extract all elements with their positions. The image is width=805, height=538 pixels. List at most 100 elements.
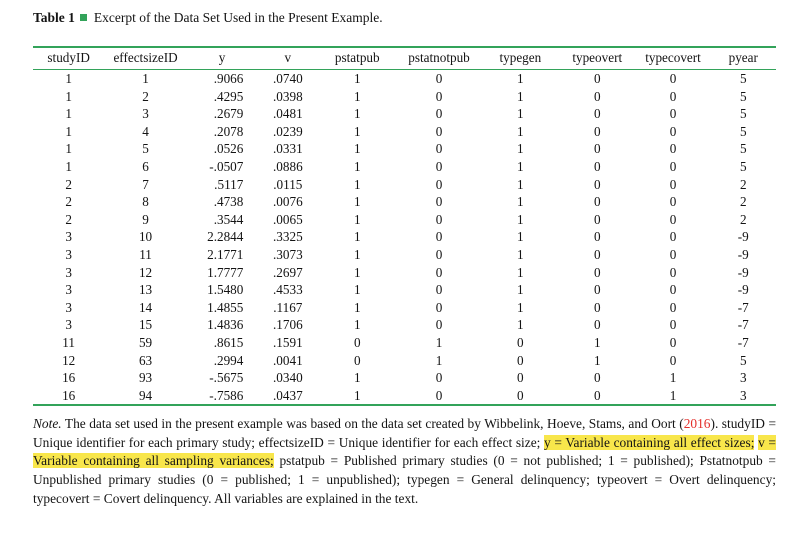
cell-pstatnotpub: 0 — [435, 282, 443, 298]
cell-typegen: 1 — [517, 141, 524, 157]
cell-typegen: 0 — [517, 352, 524, 368]
cell-studyid: 3 — [65, 264, 72, 280]
cell-pyear: 5 — [739, 88, 747, 104]
cell-y: 1.7777 — [207, 264, 244, 280]
cell-studyid: 12 — [62, 352, 76, 368]
cell-typegen: 1 — [517, 317, 524, 333]
table-caption-text: Excerpt of the Data Set Used in the Pres… — [93, 10, 383, 25]
cell-v: .0065 — [272, 211, 303, 227]
table-row: 1 5 .0526 .0331 1 0 1 0 0 5 — [33, 140, 776, 158]
note-text-3: pstatpub = Published primary studies (0 … — [33, 453, 776, 506]
cell-typegen: 0 — [517, 370, 524, 386]
cell-pstatpub: 1 — [353, 282, 361, 298]
cell-v: .1167 — [273, 299, 303, 315]
cell-effectsizeid: 14 — [138, 299, 153, 315]
cell-studyid: 1 — [65, 158, 72, 174]
table-row: 3 14 1.4855 .1167 1 0 1 0 0 -7 — [33, 299, 776, 317]
cell-v: .1706 — [272, 317, 303, 333]
cell-y: .0526 — [213, 141, 244, 157]
cell-typegen: 1 — [517, 158, 524, 174]
cell-v: .1591 — [272, 334, 303, 350]
cell-y: -.0507 — [209, 158, 244, 174]
cell-pstatpub: 1 — [353, 158, 361, 174]
cell-typeovert: 0 — [593, 264, 601, 280]
cell-v: .0340 — [272, 370, 303, 386]
cell-effectsizeid: 59 — [138, 334, 153, 350]
cell-typeovert: 1 — [593, 334, 601, 350]
cell-pstatnotpub: 1 — [435, 334, 443, 350]
table-note: Note. The data set used in the present e… — [33, 415, 776, 508]
column-header-y: y — [186, 47, 258, 70]
cell-typeovert: 0 — [593, 299, 601, 315]
cell-typecovert: 0 — [669, 158, 677, 174]
cell-typeovert: 0 — [593, 176, 601, 192]
cell-effectsizeid: 10 — [138, 229, 153, 245]
table-row: 2 8 .4738 .0076 1 0 1 0 0 2 — [33, 193, 776, 211]
cell-typegen: 0 — [517, 387, 524, 403]
cell-y: .9066 — [213, 71, 244, 86]
table-row: 12 63 .2994 .0041 0 1 0 1 0 5 — [33, 352, 776, 370]
table-row: 2 7 .5117 .0115 1 0 1 0 0 2 — [33, 176, 776, 194]
cell-studyid: 1 — [65, 123, 72, 139]
cell-v: .0331 — [272, 141, 303, 157]
column-header-studyid: studyID — [33, 47, 105, 70]
cell-studyid: 2 — [65, 176, 72, 192]
cell-pstatnotpub: 0 — [435, 299, 443, 315]
cell-typeovert: 0 — [593, 158, 601, 174]
cell-effectsizeid: 2 — [142, 88, 149, 104]
data-table: studyID effectsizeID y v pstatpub pstatnotpub… — [33, 46, 776, 407]
cell-effectsizeid: 1 — [142, 71, 149, 86]
cell-typegen: 1 — [517, 229, 524, 245]
cell-typecovert: 0 — [669, 211, 677, 227]
cell-studyid: 1 — [65, 88, 72, 104]
cell-pyear: -9 — [737, 229, 749, 245]
cell-typegen: 1 — [517, 88, 524, 104]
cell-typecovert: 0 — [669, 194, 677, 210]
cell-pyear: 5 — [739, 71, 747, 86]
table-row: 1 3 .2679 .0481 1 0 1 0 0 5 — [33, 105, 776, 123]
cell-pstatnotpub: 0 — [435, 123, 443, 139]
cell-typeovert: 0 — [593, 71, 601, 86]
cell-typecovert: 0 — [669, 123, 677, 139]
cell-v: .0740 — [272, 71, 303, 86]
cell-typecovert: 0 — [669, 176, 677, 192]
citation-year-link[interactable]: 2016 — [683, 416, 711, 432]
cell-pyear: 5 — [739, 106, 747, 122]
cell-pyear: -7 — [737, 317, 749, 333]
cell-typecovert: 0 — [669, 317, 677, 333]
cell-pstatnotpub: 0 — [435, 387, 443, 403]
cell-pstatnotpub: 0 — [435, 370, 443, 386]
table-row: 16 94 -.7586 .0437 1 0 0 0 1 3 — [33, 387, 776, 406]
cell-pstatpub: 1 — [353, 106, 361, 122]
cell-y: -.7586 — [209, 387, 244, 403]
cell-pstatnotpub: 0 — [435, 194, 443, 210]
table-body: 1 1.9066.0740 1 0 1 0 0 5 1 2.4295.0398 1 0 1 0 0 5 1 3.2… — [33, 70, 776, 406]
cell-typegen: 1 — [517, 194, 524, 210]
cell-effectsizeid: 8 — [142, 194, 149, 210]
cell-typecovert: 0 — [669, 141, 677, 157]
cell-v: .2697 — [272, 264, 303, 280]
cell-typegen: 1 — [517, 299, 524, 315]
cell-v: .0239 — [272, 123, 303, 139]
table-row: 11 59 .8615 .1591 0 1 0 1 0 -7 — [33, 334, 776, 352]
column-header-pstatpub: pstatpub — [318, 47, 397, 70]
cell-pstatpub: 1 — [353, 194, 361, 210]
cell-v: .0886 — [272, 158, 303, 174]
cell-pstatpub: 1 — [353, 123, 361, 139]
cell-typegen: 1 — [517, 282, 524, 298]
cell-v: .0398 — [272, 88, 303, 104]
cell-typecovert: 0 — [669, 106, 677, 122]
cell-pstatpub: 1 — [353, 176, 361, 192]
table-row: 1 6 -.0507 .0886 1 0 1 0 0 5 — [33, 158, 776, 176]
cell-pstatpub: 1 — [353, 387, 361, 403]
cell-typeovert: 0 — [593, 317, 601, 333]
cell-pstatpub: 1 — [353, 211, 361, 227]
cell-pyear: 2 — [739, 194, 747, 210]
table-row: 3 15 1.4836 .1706 1 0 1 0 0 -7 — [33, 316, 776, 334]
cell-studyid: 16 — [62, 387, 76, 403]
table-row: 3 11 2.1771 .3073 1 0 1 0 0 -9 — [33, 246, 776, 264]
cell-effectsizeid: 94 — [138, 387, 153, 403]
cell-pstatnotpub: 0 — [435, 211, 443, 227]
column-header-typecovert: typecovert — [635, 47, 711, 70]
cell-pyear: 2 — [739, 176, 747, 192]
